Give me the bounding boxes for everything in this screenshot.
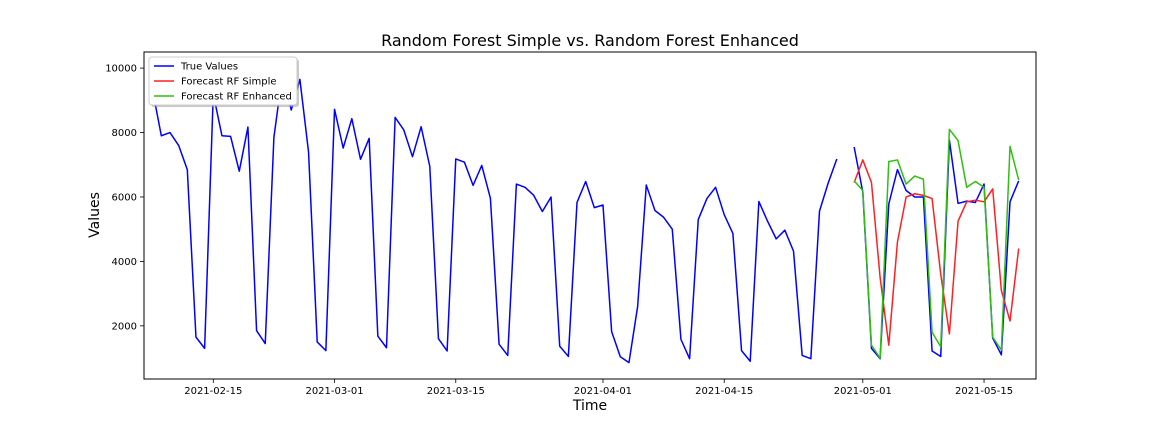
- plot-frame: [143, 51, 1037, 380]
- chart-title: Random Forest Simple vs. Random Forest E…: [381, 31, 799, 50]
- plot-area: [151, 72, 1020, 364]
- x-tick-label: 2021-02-15: [184, 386, 242, 397]
- x-tick-label: 2021-04-01: [574, 386, 632, 397]
- y-tick-label: 2000: [112, 321, 137, 332]
- series-line-3: [853, 128, 1020, 359]
- x-tick-label: 2021-05-01: [834, 386, 892, 397]
- series-line-1: [151, 72, 1020, 364]
- y-tick-label: 10000: [105, 64, 137, 75]
- y-axis-label: Values: [87, 192, 103, 238]
- x-axis-label: Time: [572, 398, 607, 414]
- x-tick-label: 2021-05-15: [955, 386, 1013, 397]
- y-tick-label: 8000: [112, 128, 137, 139]
- legend-label: True Values: [180, 62, 238, 73]
- legend-label: Forecast RF Enhanced: [181, 92, 292, 103]
- legend-label: Forecast RF Simple: [181, 77, 277, 88]
- x-axis: 2021-02-15 2021-03-01 2021-03-15 2021-04-01…: [184, 379, 1013, 397]
- legend: True Values Forecast RF Simple Forecast RF…: [148, 56, 299, 107]
- series-line-2: [853, 159, 1020, 346]
- y-tick-label: 6000: [112, 192, 137, 203]
- x-tick-label: 2021-03-01: [305, 386, 363, 397]
- y-axis: 2000 4000 6000 8000 10000: [105, 64, 144, 332]
- y-tick-label: 4000: [112, 257, 137, 268]
- x-tick-label: 2021-03-15: [427, 386, 485, 397]
- x-tick-label: 2021-04-15: [695, 386, 753, 397]
- legend-box: [148, 56, 298, 106]
